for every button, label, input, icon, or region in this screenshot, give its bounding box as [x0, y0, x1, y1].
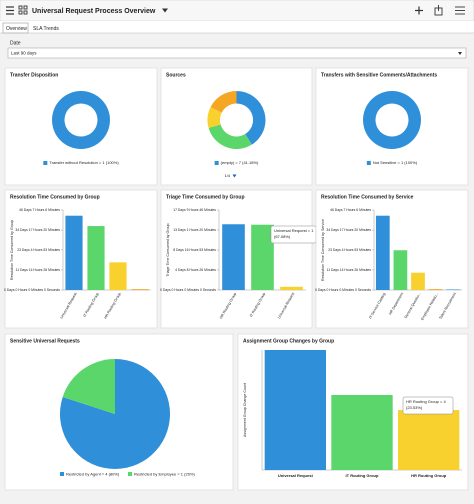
legend-swatch: [60, 472, 64, 476]
legend-swatch: [214, 161, 219, 165]
card-title: Triage Time Consumed by Group: [166, 194, 245, 200]
legend-label: Restricted by Employee = 1 (20%): [134, 472, 195, 477]
pie-slice: [210, 91, 237, 113]
bar: [131, 289, 149, 290]
y-axis-title: Resolution Time Consumed by Service: [321, 219, 325, 281]
filter-select[interactable]: [7, 47, 467, 59]
card-title: Assignment Group Changes by Group: [243, 338, 334, 344]
bar: [280, 286, 303, 290]
pie-slice: [62, 359, 115, 414]
y-tick-label: 46 Days 7 Hours 6 Minutes: [330, 208, 371, 212]
card-title: Resolution Time Consumed by Service: [321, 194, 414, 200]
y-tick-label: 17 Days 9 Hours 46 Minutes: [173, 208, 216, 212]
pie-slice: [207, 107, 222, 128]
pie-slice: [236, 91, 266, 145]
x-tick-label: Universal Request: [278, 473, 314, 478]
card-title: Sensitive Universal Requests: [10, 338, 80, 344]
legend-label: Not Sensitive = 1 (100%): [373, 160, 418, 165]
filter-value: Last 90 days: [11, 51, 37, 56]
tab[interactable]: Overview: [6, 26, 27, 32]
y-axis-title: Assignment Group Change Count: [243, 383, 247, 437]
legend-swatch: [366, 161, 371, 165]
card-title: Transfer Disposition: [10, 72, 58, 78]
legend-label: Transfer without Resolution = 1 (100%): [49, 160, 119, 165]
bar: [222, 224, 245, 290]
legend-pager: 1/4: [225, 173, 231, 178]
card-title: Resolution Time Consumed by Group: [10, 194, 100, 200]
y-tick-label: 11 Days 14 Hours 26 Minutes: [16, 268, 61, 272]
y-axis-title: Resolution Time Consumed by Group: [10, 220, 14, 280]
y-tick-label: 0 Days 0 Hours 0 Minutes 0 Seconds: [315, 288, 371, 292]
pie-slice: [208, 124, 252, 149]
bar: [375, 215, 390, 290]
tooltip-text: (67.08%): [274, 234, 291, 239]
legend-swatch: [43, 161, 48, 165]
y-axis-title: Triage Time Consumed by Group: [166, 224, 170, 277]
card-title: Sources: [166, 72, 186, 78]
legend-label: Restricted by Agent = 4 (80%): [66, 472, 120, 477]
pager-arrow: [232, 174, 237, 178]
tooltip-text: (23.53%): [406, 405, 423, 410]
card: [315, 189, 469, 329]
y-tick-label: 8 Days 16 Hours 53 Minutes: [173, 248, 216, 252]
bar: [446, 289, 461, 290]
bar: [411, 272, 425, 290]
legend-label: (empty) = 7 (41.18%): [221, 160, 259, 165]
pie-slice: [52, 91, 110, 149]
y-tick-label: 0 Days 0 Hours 0 Minutes 0 Seconds: [4, 288, 60, 292]
bar: [87, 226, 105, 290]
bar: [331, 395, 393, 470]
bar: [264, 350, 326, 470]
bar: [428, 289, 443, 290]
pie-slice: [363, 91, 421, 149]
bar: [393, 250, 408, 290]
y-tick-label: 0 Days 0 Hours 0 Minutes 0 Seconds: [160, 288, 216, 292]
y-tick-label: 23 Days 4 Hours 53 Minutes: [17, 248, 60, 252]
pie-slice: [60, 359, 171, 469]
y-tick-label: 34 Days 17 Hours 20 Minutes: [15, 228, 60, 232]
y-tick-label: 34 Days 17 Hours 20 Minutes: [326, 228, 371, 232]
bar: [398, 410, 460, 470]
tooltip-text: Universal Request = 1: [274, 228, 314, 233]
tab-bar: [0, 21, 474, 33]
menu-icon[interactable]: [6, 6, 14, 15]
bar: [65, 215, 83, 290]
select-arrow: [458, 52, 462, 55]
card-title: Transfers with Sensitive Comments/Attach…: [321, 72, 437, 78]
y-tick-label: 23 Days 4 Hours 53 Minutes: [328, 248, 371, 252]
x-tick-label: HR Routing Group: [411, 473, 447, 478]
y-tick-label: 11 Days 14 Hours 26 Minutes: [327, 268, 372, 272]
y-tick-label: 4 Days 8 Hours 26 Minutes: [175, 268, 216, 272]
tab[interactable]: SLA Trends: [33, 26, 59, 32]
grid-icon[interactable]: [18, 5, 28, 15]
bar: [109, 262, 127, 290]
add-icon[interactable]: [415, 6, 423, 15]
share-icon[interactable]: [434, 5, 443, 16]
tooltip-text: HR Routing Group = 4: [406, 399, 446, 404]
card: [160, 67, 313, 186]
legend-swatch: [128, 472, 132, 476]
title-dropdown[interactable]: [162, 8, 168, 13]
card: [315, 67, 469, 186]
dashboard-title: Universal Request Process Overview: [32, 8, 156, 15]
bar: [251, 224, 274, 290]
y-tick-label: 13 Days 1 Hours 20 Minutes: [173, 228, 216, 232]
filter-label: Date: [10, 40, 21, 46]
card: [4, 67, 158, 186]
y-tick-label: 46 Days 7 Hours 6 Minutes: [19, 208, 60, 212]
filter-icon[interactable]: [455, 6, 465, 15]
x-tick-label: IT Routing Group: [346, 473, 379, 478]
tooltip: [402, 396, 454, 415]
